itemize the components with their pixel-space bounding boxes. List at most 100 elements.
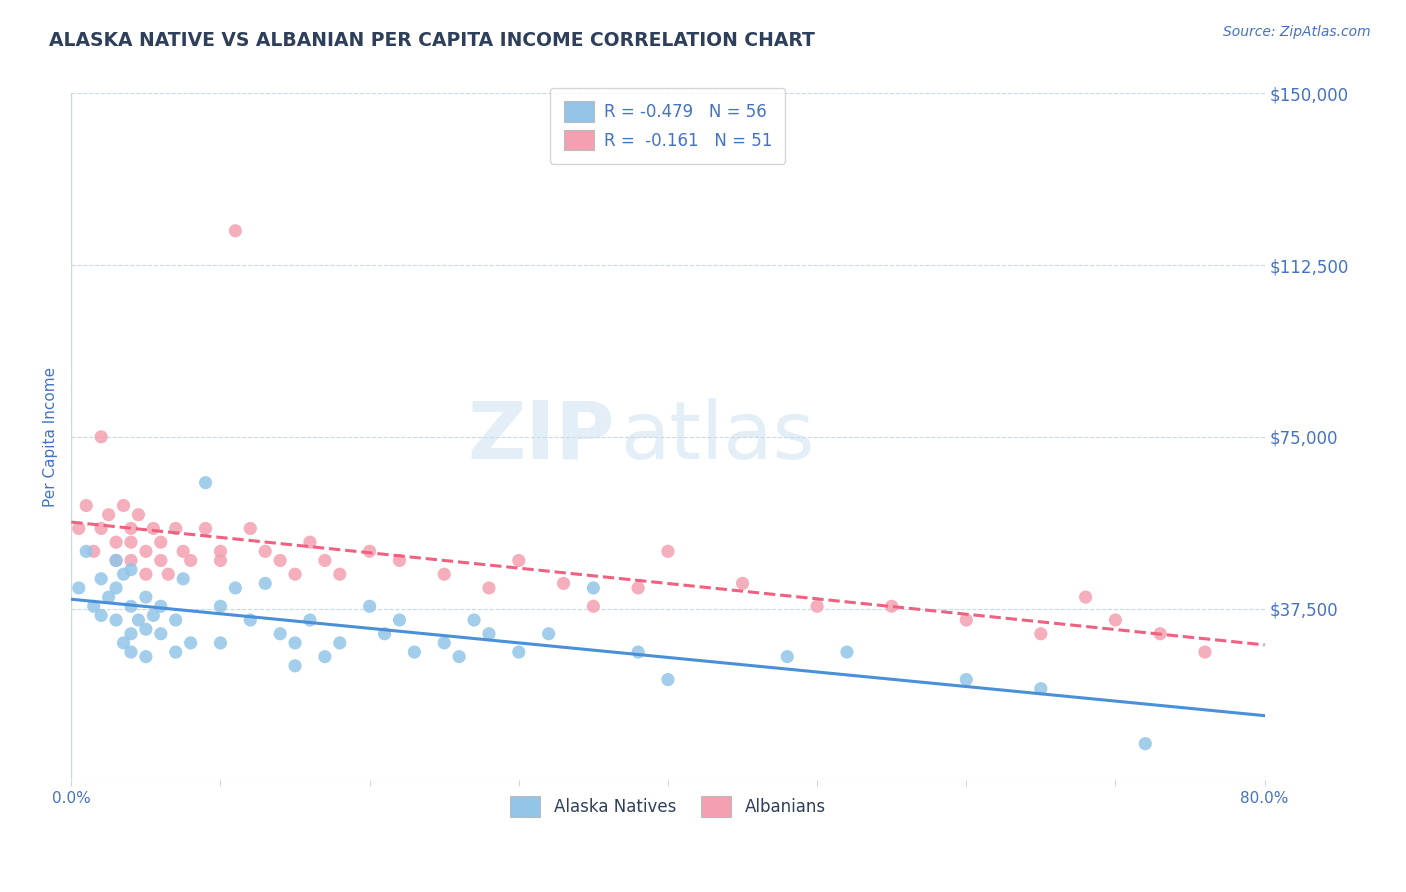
Point	[97, 590, 120, 604]
Point	[149, 553, 172, 567]
Point	[657, 673, 679, 687]
Point	[627, 645, 650, 659]
Point	[120, 645, 142, 659]
Point	[329, 567, 352, 582]
Point	[314, 649, 336, 664]
Point	[731, 576, 754, 591]
Point	[359, 599, 381, 614]
Point	[955, 613, 977, 627]
Point	[75, 544, 97, 558]
Point	[508, 645, 530, 659]
Point	[105, 613, 128, 627]
Point	[239, 521, 262, 535]
Point	[75, 499, 97, 513]
Point	[209, 636, 232, 650]
Point	[120, 563, 142, 577]
Point	[135, 622, 157, 636]
Point	[209, 599, 232, 614]
Point	[582, 581, 605, 595]
Point	[120, 521, 142, 535]
Point	[284, 658, 307, 673]
Point	[194, 475, 217, 490]
Point	[112, 636, 135, 650]
Point	[1029, 626, 1052, 640]
Point	[657, 544, 679, 558]
Point	[90, 608, 112, 623]
Point	[508, 553, 530, 567]
Point	[105, 535, 128, 549]
Point	[955, 673, 977, 687]
Point	[135, 567, 157, 582]
Point	[1135, 737, 1157, 751]
Point	[404, 645, 426, 659]
Point	[105, 553, 128, 567]
Point	[120, 553, 142, 567]
Point	[149, 599, 172, 614]
Point	[388, 613, 411, 627]
Point	[880, 599, 903, 614]
Point	[239, 613, 262, 627]
Point	[142, 521, 165, 535]
Point	[1074, 590, 1097, 604]
Point	[67, 581, 90, 595]
Point	[97, 508, 120, 522]
Point	[298, 613, 321, 627]
Point	[157, 567, 180, 582]
Point	[359, 544, 381, 558]
Text: ZIP: ZIP	[467, 398, 614, 475]
Text: Source: ZipAtlas.com: Source: ZipAtlas.com	[1223, 25, 1371, 39]
Point	[314, 553, 336, 567]
Point	[553, 576, 575, 591]
Point	[120, 535, 142, 549]
Point	[776, 649, 799, 664]
Point	[90, 572, 112, 586]
Point	[627, 581, 650, 595]
Point	[135, 649, 157, 664]
Point	[374, 626, 396, 640]
Point	[433, 567, 456, 582]
Point	[224, 224, 246, 238]
Point	[67, 521, 90, 535]
Point	[127, 508, 149, 522]
Point	[1104, 613, 1126, 627]
Point	[433, 636, 456, 650]
Point	[112, 499, 135, 513]
Point	[537, 626, 560, 640]
Point	[1029, 681, 1052, 696]
Legend: Alaska Natives, Albanians: Alaska Natives, Albanians	[503, 789, 832, 823]
Point	[165, 521, 187, 535]
Point	[83, 544, 105, 558]
Point	[165, 645, 187, 659]
Point	[194, 521, 217, 535]
Point	[105, 581, 128, 595]
Point	[209, 544, 232, 558]
Point	[284, 636, 307, 650]
Point	[835, 645, 858, 659]
Point	[149, 626, 172, 640]
Point	[172, 544, 194, 558]
Point	[254, 544, 277, 558]
Point	[105, 553, 128, 567]
Point	[149, 535, 172, 549]
Point	[172, 572, 194, 586]
Point	[127, 613, 149, 627]
Point	[463, 613, 485, 627]
Point	[478, 581, 501, 595]
Point	[1149, 626, 1171, 640]
Point	[90, 521, 112, 535]
Point	[449, 649, 471, 664]
Point	[224, 581, 246, 595]
Point	[254, 576, 277, 591]
Point	[329, 636, 352, 650]
Point	[806, 599, 828, 614]
Point	[142, 608, 165, 623]
Point	[284, 567, 307, 582]
Point	[135, 590, 157, 604]
Point	[120, 599, 142, 614]
Point	[180, 553, 202, 567]
Point	[90, 430, 112, 444]
Point	[1194, 645, 1216, 659]
Point	[83, 599, 105, 614]
Point	[120, 626, 142, 640]
Y-axis label: Per Capita Income: Per Capita Income	[44, 367, 58, 507]
